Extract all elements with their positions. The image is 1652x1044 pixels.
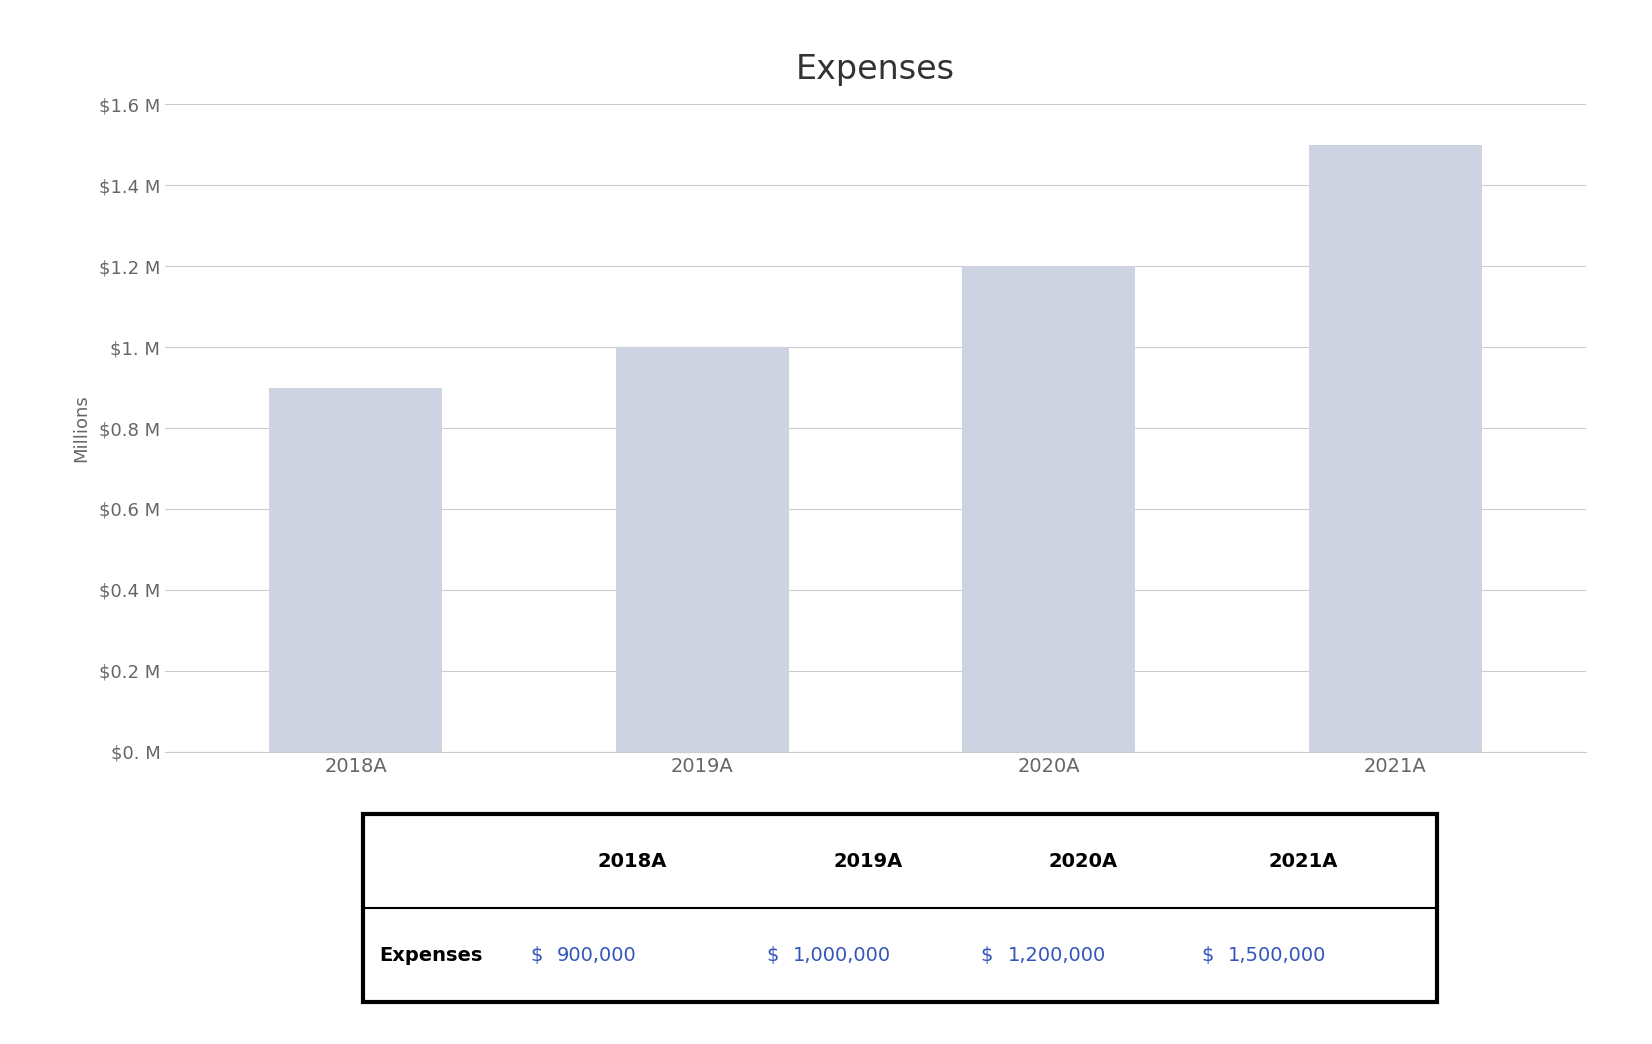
Bar — [1308, 145, 1482, 752]
Text: 2021A: 2021A — [1269, 852, 1338, 871]
Text: $: $ — [530, 946, 542, 965]
Text: $: $ — [1201, 946, 1213, 965]
Text: 2020A: 2020A — [1049, 852, 1117, 871]
Text: 1,200,000: 1,200,000 — [1008, 946, 1105, 965]
Text: $: $ — [767, 946, 778, 965]
Text: 2019A: 2019A — [834, 852, 902, 871]
Text: Expenses: Expenses — [380, 946, 482, 965]
Text: 900,000: 900,000 — [557, 946, 636, 965]
Text: $: $ — [981, 946, 993, 965]
Title: Expenses: Expenses — [796, 53, 955, 87]
FancyBboxPatch shape — [363, 814, 1437, 1002]
Y-axis label: Millions: Millions — [73, 395, 91, 461]
Text: 1,000,000: 1,000,000 — [793, 946, 890, 965]
Text: 2018A: 2018A — [598, 852, 666, 871]
Bar — [616, 347, 790, 752]
Text: 1,500,000: 1,500,000 — [1227, 946, 1327, 965]
Bar — [961, 266, 1135, 752]
Bar — [269, 387, 443, 752]
